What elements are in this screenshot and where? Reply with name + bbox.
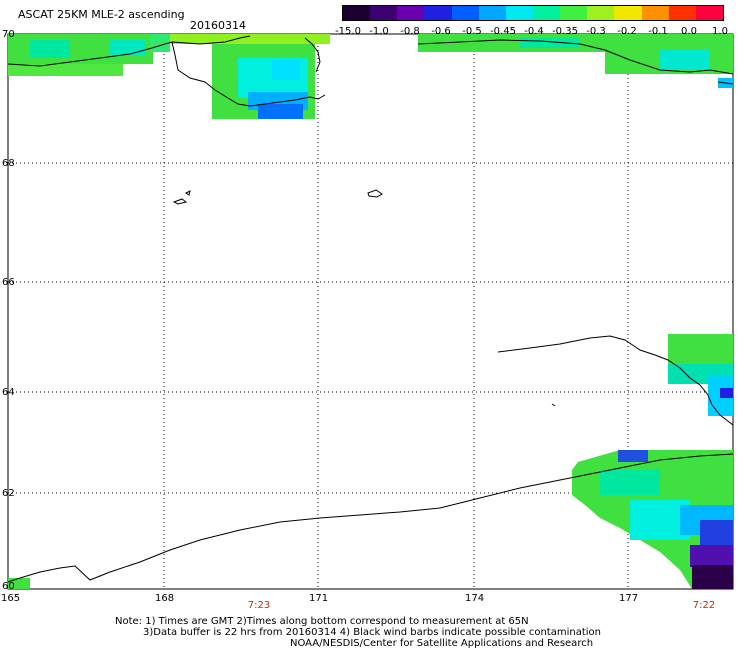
swath-cell [8,64,123,76]
lon-label: 174 [465,593,484,604]
colorbar-segment [560,6,588,20]
colorbar-segment [451,6,479,20]
lon-label: 165 [1,593,20,604]
islet-west [172,198,188,205]
swath-center-blob [212,44,315,119]
colorbar-label: 1.0 [712,26,728,37]
swath-cell [110,40,145,55]
lat-label: 64 [2,387,15,398]
colorbar-segment [370,6,398,20]
coastline-seward-peninsula [497,335,734,426]
lon-label: 168 [155,593,174,604]
swath-cell [272,60,300,80]
swath-cell [600,470,660,495]
swath-top-right [418,34,733,88]
colorbar-segment [695,6,723,20]
colorbar-segment [532,6,561,20]
swath-cell [520,38,580,48]
swath-bottom-right [572,450,733,589]
lat-label: 70 [2,29,15,40]
colorbar-label: -0.5 [462,26,482,37]
lat-label: 62 [2,488,15,499]
colorbar-segment [397,6,425,20]
product-title: ASCAT 25KM MLE-2 ascending [18,8,185,21]
swath-right-middle [668,334,733,416]
coastline-chukotka-bay [171,41,326,107]
colorbar-segment [668,6,696,20]
colorbar-segment [478,6,506,20]
swath-cell [668,334,733,364]
swath-cell [170,34,330,44]
product-date: 20160314 [190,19,246,32]
lat-label: 60 [2,581,15,592]
coastline-north-left [7,41,173,67]
colorbar-label: -0.45 [490,26,516,37]
swath-cell [618,450,648,462]
colorbar-label: -0.3 [586,26,606,37]
grid-lines [8,34,733,589]
swath-bottom-left [8,578,30,589]
colorbar-label: -0.35 [552,26,578,37]
time-label-right: 7:22 [692,600,716,611]
colorbar-segment [641,6,669,20]
swath-cell [720,388,733,398]
lon-label: 177 [619,593,638,604]
note-line-2: 3)Data buffer is 22 hrs from 20160314 4)… [143,627,601,638]
colorbar-segment [614,6,642,20]
colorbar-label: -1.0 [369,26,389,37]
note-line-3: NOAA/NESDIS/Center for Satellite Applica… [290,638,594,649]
colorbar-label: 0.0 [681,26,697,37]
colorbar-label: -15.0 [335,26,361,37]
colorbar-label: -0.8 [400,26,420,37]
coastline-south [7,453,734,583]
swath-cell [30,40,70,58]
colorbar-label: -0.6 [431,26,451,37]
colorbar-label: -0.2 [617,26,637,37]
lon-label: 171 [309,593,328,604]
swath-cell [660,50,710,70]
colorbar-segment [424,6,452,20]
island-st-lawrence [367,189,383,198]
time-label-left: 7:23 [247,600,271,611]
coastline-north-spit [171,35,251,45]
swath-cell [258,104,303,119]
colorbar [342,5,724,21]
coastlines [7,35,734,583]
coastline-north-right [417,39,734,75]
coastline-inlet [304,37,321,73]
note-line-1: Note: 1) Times are GMT 2)Times along bot… [115,616,529,627]
swath-cell [690,545,733,567]
colorbar-segment [505,6,533,20]
islet-west-small [185,190,191,196]
colorbar-segment [587,6,615,20]
islet-sledge [551,403,556,407]
colorbar-label: -0.1 [648,26,668,37]
swath-cell [692,565,733,589]
coastline-cape [717,81,734,85]
lat-label: 66 [2,277,15,288]
lat-label: 68 [2,158,15,169]
colorbar-segment [343,6,371,20]
colorbar-label: -0.4 [524,26,544,37]
